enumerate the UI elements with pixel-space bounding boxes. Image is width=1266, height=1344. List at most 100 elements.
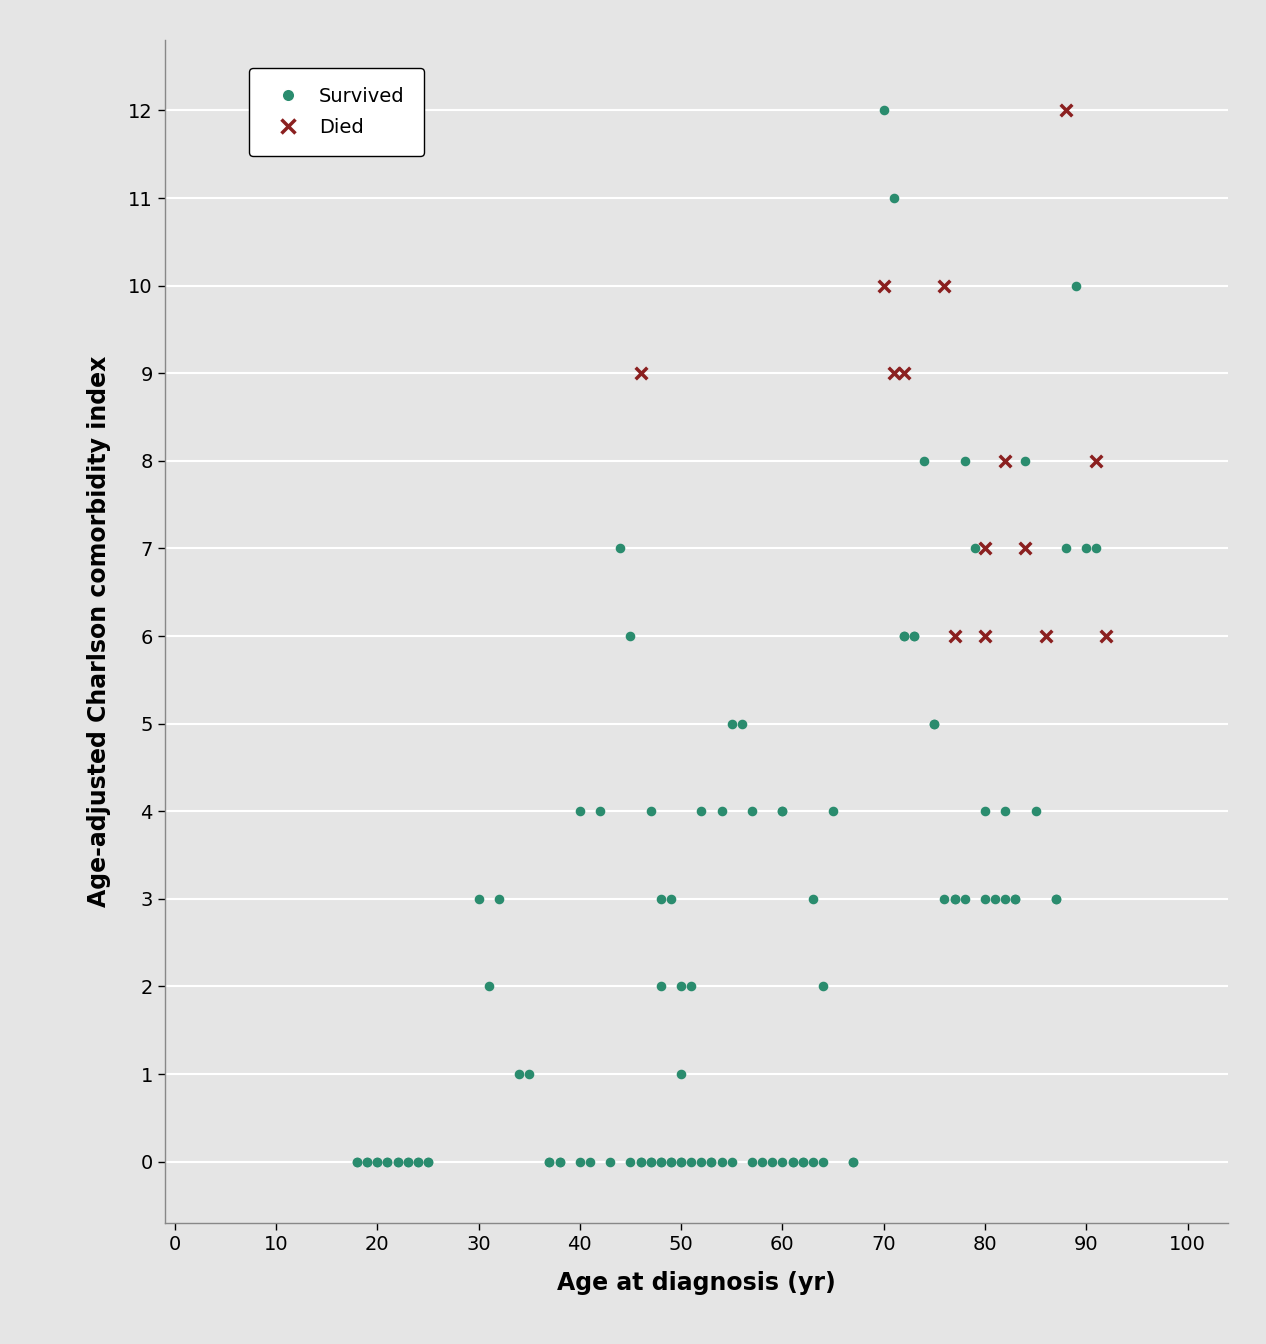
Survived <box>722 1150 742 1172</box>
Survived <box>722 712 742 734</box>
Survived <box>377 1150 398 1172</box>
Survived <box>874 99 894 121</box>
Survived <box>681 1150 701 1172</box>
Survived <box>1005 888 1025 910</box>
Survived <box>377 1150 398 1172</box>
Survived <box>691 801 711 823</box>
Survived <box>955 450 975 472</box>
Survived <box>742 801 762 823</box>
Survived <box>782 1150 803 1172</box>
Died <box>944 625 965 646</box>
Died <box>1036 625 1056 646</box>
Survived <box>570 1150 590 1172</box>
Survived <box>641 1150 661 1172</box>
Survived <box>1046 888 1066 910</box>
Survived <box>924 712 944 734</box>
Survived <box>934 888 955 910</box>
Survived <box>742 1150 762 1172</box>
Survived <box>661 1150 681 1172</box>
Died <box>934 276 955 297</box>
Survived <box>681 976 701 997</box>
Survived <box>620 625 641 646</box>
Survived <box>793 1150 813 1172</box>
Survived <box>641 1150 661 1172</box>
Survived <box>489 888 509 910</box>
Survived <box>357 1150 377 1172</box>
Died <box>1096 625 1117 646</box>
Survived <box>1076 538 1096 559</box>
Survived <box>813 1150 833 1172</box>
Survived <box>793 1150 813 1172</box>
Survived <box>1066 276 1086 297</box>
Survived <box>1086 538 1106 559</box>
Survived <box>884 187 904 208</box>
Survived <box>651 888 671 910</box>
Survived <box>732 712 752 734</box>
Survived <box>519 1063 539 1085</box>
Died <box>975 625 995 646</box>
Survived <box>570 801 590 823</box>
Survived <box>782 1150 803 1172</box>
Survived <box>1046 888 1066 910</box>
Died <box>995 450 1015 472</box>
Died <box>975 538 995 559</box>
Survived <box>843 1150 863 1172</box>
Survived <box>843 1150 863 1172</box>
Survived <box>630 1150 651 1172</box>
Died <box>1086 450 1106 472</box>
Survived <box>995 801 1015 823</box>
Survived <box>924 712 944 734</box>
Survived <box>367 1150 387 1172</box>
Survived <box>347 1150 367 1172</box>
Y-axis label: Age-adjusted Charlson comorbidity index: Age-adjusted Charlson comorbidity index <box>87 356 111 907</box>
Survived <box>1056 538 1076 559</box>
Survived <box>772 801 793 823</box>
Survived <box>539 1150 560 1172</box>
Survived <box>398 1150 418 1172</box>
Survived <box>955 888 975 910</box>
Survived <box>701 1150 722 1172</box>
Survived <box>1005 888 1025 910</box>
Survived <box>985 888 1005 910</box>
Survived <box>549 1150 570 1172</box>
Survived <box>630 1150 651 1172</box>
Survived <box>661 1150 681 1172</box>
Survived <box>671 976 691 997</box>
Survived <box>398 1150 418 1172</box>
Survived <box>418 1150 438 1172</box>
Survived <box>671 1150 691 1172</box>
Survived <box>671 1063 691 1085</box>
Survived <box>468 888 489 910</box>
Survived <box>772 801 793 823</box>
Survived <box>1025 801 1046 823</box>
Survived <box>479 976 499 997</box>
Died <box>884 363 904 384</box>
Died <box>630 363 651 384</box>
Survived <box>387 1150 408 1172</box>
Survived <box>803 888 823 910</box>
Survived <box>904 625 924 646</box>
Survived <box>651 976 671 997</box>
Survived <box>549 1150 570 1172</box>
Survived <box>418 1150 438 1172</box>
Survived <box>600 1150 620 1172</box>
Died <box>894 363 914 384</box>
Survived <box>651 1150 671 1172</box>
Survived <box>813 976 833 997</box>
Survived <box>894 625 914 646</box>
Died <box>1056 99 1076 121</box>
Survived <box>823 801 843 823</box>
Survived <box>975 801 995 823</box>
Survived <box>641 801 661 823</box>
Survived <box>590 801 610 823</box>
Survived <box>914 450 934 472</box>
Survived <box>701 1150 722 1172</box>
Survived <box>762 1150 782 1172</box>
Survived <box>803 1150 823 1172</box>
Survived <box>539 1150 560 1172</box>
Survived <box>347 1150 367 1172</box>
Survived <box>772 1150 793 1172</box>
Survived <box>711 801 732 823</box>
Survived <box>752 1150 772 1172</box>
Died <box>874 276 894 297</box>
